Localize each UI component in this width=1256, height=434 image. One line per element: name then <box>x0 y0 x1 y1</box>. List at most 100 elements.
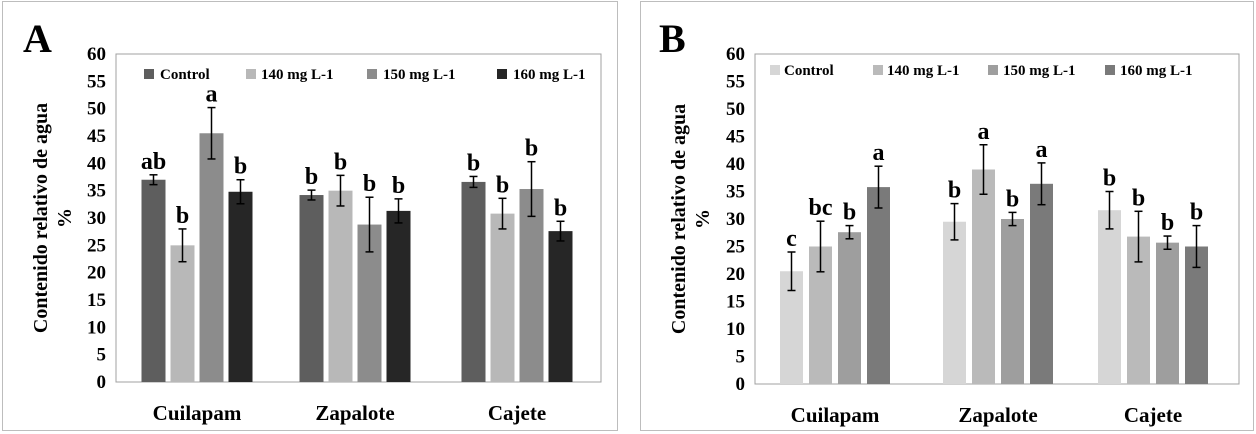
category-label: Cajete <box>488 401 546 425</box>
legend-label: 150 mg L-1 <box>383 67 456 83</box>
bar <box>141 179 166 382</box>
significance-letter: ab <box>141 149 166 175</box>
y-tick-label: 55 <box>87 71 106 92</box>
bar <box>809 246 832 384</box>
y-tick-label: 30 <box>726 209 745 230</box>
bar <box>1127 236 1150 384</box>
significance-letter: b <box>948 178 961 204</box>
legend-swatch <box>770 65 780 75</box>
y-axis-title-line1: Contenido relativo de agua <box>30 103 52 333</box>
legend-label: 160 mg L-1 <box>1120 63 1193 79</box>
y-tick-label: 15 <box>87 290 106 311</box>
bar <box>228 191 253 382</box>
bar <box>299 195 324 382</box>
significance-letter: b <box>1103 166 1116 192</box>
significance-letter: b <box>305 164 318 190</box>
y-tick-label: 60 <box>87 44 106 65</box>
legend-label: 140 mg L-1 <box>261 67 334 83</box>
y-tick-label: 15 <box>726 292 745 313</box>
chart-b-svg: B Contenido relativo de agua % 0 5 10 15 20 25 30… <box>659 16 1240 427</box>
category-label: Zapalote <box>958 403 1037 427</box>
bar <box>548 231 573 382</box>
significance-letter: b <box>392 173 405 199</box>
bar <box>519 189 544 382</box>
bar <box>867 187 890 384</box>
bar <box>780 271 803 384</box>
y-tick-label: 30 <box>87 208 106 229</box>
y-tick-label: 35 <box>726 182 745 203</box>
bar <box>386 210 411 382</box>
y-tick-label: 0 <box>97 372 107 393</box>
panel-letter: A <box>23 16 52 61</box>
y-tick-label: 5 <box>97 345 107 366</box>
chart-panel-b: B Contenido relativo de agua% 0 5 10 15 20 25 30… <box>640 1 1254 431</box>
bar <box>943 221 966 384</box>
bar <box>1030 183 1053 384</box>
legend-label: Control <box>160 67 210 83</box>
legend-swatch <box>246 69 256 79</box>
y-axis-title-line1: Contenido relativo de agua <box>668 104 690 334</box>
legend-swatch <box>873 65 883 75</box>
plot-frame <box>754 53 1240 385</box>
bar <box>838 232 861 384</box>
significance-letter: b <box>234 154 247 180</box>
y-tick-label: 5 <box>736 347 746 368</box>
category-label: Cuilapam <box>791 403 880 427</box>
y-tick-label: 50 <box>87 99 106 120</box>
y-tick-label: 50 <box>726 99 745 120</box>
significance-letter: b <box>525 136 538 162</box>
y-axis-title: Contenido relativo de agua% <box>668 104 714 334</box>
significance-letter: c <box>786 226 797 252</box>
legend-label: 140 mg L-1 <box>887 63 960 79</box>
legend-swatch <box>1105 65 1115 75</box>
y-tick-label: 45 <box>87 126 106 147</box>
y-tick-label: 20 <box>726 264 745 285</box>
significance-letter: a <box>206 82 218 108</box>
y-tick-label: 40 <box>87 153 106 174</box>
significance-letter: b <box>467 150 480 176</box>
y-tick-label: 0 <box>736 374 746 395</box>
significance-letter: b <box>1190 200 1203 226</box>
y-tick-label: 45 <box>726 127 745 148</box>
bar <box>1001 219 1024 384</box>
y-tick-label: 25 <box>87 235 106 256</box>
significance-letter: b <box>1006 186 1019 212</box>
legend-label: 160 mg L-1 <box>513 67 586 83</box>
chart-a-svg: A Contenido relativo de agua % 0 5 10 15 20 25 30… <box>23 16 602 425</box>
bar <box>490 213 515 382</box>
significance-letter: b <box>554 195 567 221</box>
bar <box>972 169 995 384</box>
significance-letter: b <box>176 203 189 229</box>
y-axis-title-line2: % <box>692 209 714 229</box>
significance-letter: b <box>363 171 376 197</box>
legend-label: Control <box>784 63 834 79</box>
legend-swatch <box>497 69 507 79</box>
legend-label: 150 mg L-1 <box>1003 63 1076 79</box>
significance-letter: b <box>334 149 347 175</box>
significance-letter: b <box>1161 210 1174 236</box>
category-label: Cajete <box>1124 403 1182 427</box>
panel-letter: B <box>659 16 686 61</box>
bar <box>1185 246 1208 384</box>
significance-letter: a <box>1036 137 1048 163</box>
y-tick-label: 55 <box>726 72 745 93</box>
bar <box>170 245 195 382</box>
y-tick-label: 40 <box>726 154 745 175</box>
bar <box>1156 242 1179 384</box>
significance-letter: a <box>873 140 885 166</box>
significance-letter: a <box>978 119 990 145</box>
chart-panel-a: A Contenido relativo de agua% 0 5 10 15 20 25 30… <box>2 1 618 431</box>
y-tick-label: 25 <box>726 237 745 258</box>
significance-letter: b <box>1132 185 1145 211</box>
significance-letter: b <box>843 200 856 226</box>
category-label: Cuilapam <box>153 401 242 425</box>
y-tick-label: 60 <box>726 44 745 65</box>
category-label: Zapalote <box>315 401 394 425</box>
significance-letter: bc <box>809 195 833 221</box>
y-tick-label: 10 <box>87 317 106 338</box>
y-tick-label: 10 <box>726 319 745 340</box>
legend-swatch <box>988 65 998 75</box>
y-axis-title-line2: % <box>54 208 76 228</box>
y-axis-title: Contenido relativo de agua% <box>30 103 76 333</box>
legend-swatch <box>144 69 154 79</box>
